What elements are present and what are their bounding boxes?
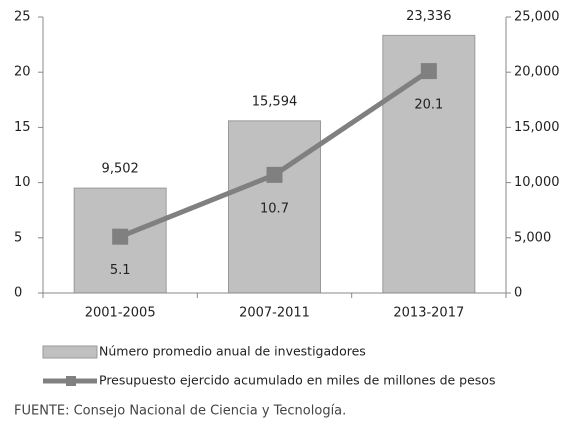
y2-tick-label: 15,000 [514, 120, 560, 135]
line-marker [112, 228, 129, 245]
y-tick-label: 5 [14, 230, 22, 245]
x-tick-label: 2007-2011 [239, 306, 310, 321]
bar [382, 34, 476, 294]
x-tick-label: 2001-2005 [85, 306, 156, 321]
y-tick-label: 10 [14, 175, 31, 190]
line-value-label: 20.1 [414, 98, 443, 113]
y-tick-label: 0 [14, 286, 22, 301]
legend-swatch-marker [66, 376, 76, 386]
bar-value-label: 9,502 [102, 162, 139, 177]
y-tick-label: 20 [14, 65, 31, 80]
legend-label: Presupuesto ejercido acumulado en miles … [99, 373, 495, 388]
line-value-label: 5.1 [110, 263, 131, 278]
bar-value-label: 23,336 [406, 9, 452, 24]
line-value-label: 10.7 [260, 201, 289, 216]
y2-tick-label: 5,000 [514, 230, 551, 245]
y2-tick-label: 0 [514, 286, 522, 301]
line-marker [420, 63, 437, 80]
legend-label: Número promedio anual de investigadores [99, 344, 366, 359]
y2-tick-label: 20,000 [514, 65, 560, 80]
y-tick-label: 15 [14, 120, 31, 135]
bar [228, 120, 321, 294]
y-tick-label: 25 [14, 10, 31, 25]
y2-tick-label: 10,000 [514, 175, 560, 190]
source-note: FUENTE: Consejo Nacional de Ciencia y Te… [14, 404, 346, 419]
bar-value-label: 15,594 [252, 94, 298, 109]
line-marker [266, 166, 283, 183]
legend-swatch [42, 345, 98, 359]
y2-tick-label: 25,000 [514, 10, 560, 25]
x-tick-label: 2013-2017 [393, 306, 464, 321]
